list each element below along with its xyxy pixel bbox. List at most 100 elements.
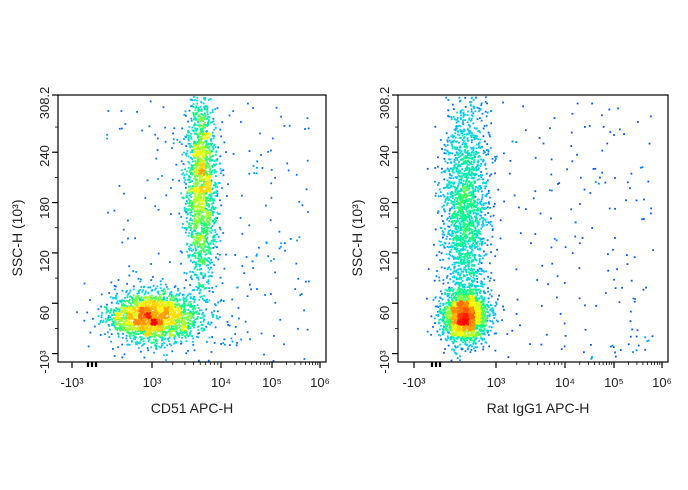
density-point (210, 173, 213, 176)
density-point (163, 354, 165, 357)
density-point (191, 126, 194, 129)
density-point (196, 99, 198, 102)
density-point (142, 343, 145, 346)
density-point (161, 321, 164, 324)
density-point (158, 334, 161, 337)
density-point (195, 265, 198, 268)
density-point (486, 310, 488, 313)
density-point (189, 259, 192, 262)
density-point (112, 348, 114, 350)
density-point (463, 296, 466, 299)
density-point (270, 182, 273, 185)
density-point (162, 298, 165, 301)
density-point (192, 149, 195, 152)
density-point (270, 196, 273, 199)
density-point (131, 328, 134, 331)
density-point (209, 241, 212, 244)
density-point (215, 191, 217, 194)
density-point (171, 325, 173, 328)
density-point (150, 326, 152, 328)
density-point (205, 196, 208, 199)
density-point (210, 197, 213, 199)
density-point (145, 297, 147, 299)
density-point (215, 219, 218, 222)
density-point (197, 255, 200, 257)
density-point (140, 286, 143, 288)
density-point (162, 305, 165, 308)
density-point (186, 150, 189, 152)
density-point (111, 322, 113, 325)
density-point (114, 323, 117, 326)
density-point (152, 300, 155, 303)
density-point (208, 248, 211, 251)
density-point (123, 311, 125, 314)
density-point (154, 326, 157, 329)
density-point (204, 221, 206, 224)
density-point (203, 123, 205, 125)
density-point (142, 305, 145, 308)
density-point (204, 182, 207, 185)
density-point (193, 142, 195, 145)
density-point (196, 159, 199, 162)
density-point (304, 128, 306, 130)
density-point (139, 336, 142, 338)
density-point (155, 304, 158, 306)
density-point (143, 333, 145, 336)
density-point (193, 209, 196, 211)
density-point (147, 299, 150, 301)
density-point (165, 305, 168, 308)
density-point (201, 148, 204, 150)
density-point (471, 319, 474, 322)
density-point (144, 311, 146, 314)
density-point (206, 132, 209, 135)
density-point (177, 308, 180, 311)
x-axis-label: CD51 APC-H (151, 400, 233, 416)
density-point (120, 317, 123, 319)
density-point (184, 336, 187, 339)
density-point (196, 242, 199, 245)
density-point (174, 302, 177, 305)
density-point (471, 329, 474, 331)
density-point (195, 242, 198, 244)
density-point (209, 247, 212, 250)
density-point (165, 359, 167, 361)
density-point (189, 135, 192, 138)
density-point (209, 121, 212, 124)
density-point (127, 300, 129, 302)
density-point (155, 323, 158, 326)
density-point (213, 171, 216, 174)
density-point (188, 249, 191, 252)
density-point (204, 215, 207, 218)
density-point (203, 287, 206, 290)
density-point (198, 309, 201, 312)
density-point (193, 215, 196, 218)
density-point (86, 311, 89, 314)
density-point (153, 332, 155, 335)
density-point (160, 300, 163, 303)
density-point (460, 298, 463, 301)
density-point (196, 168, 198, 170)
density-point (196, 175, 199, 178)
density-point (198, 283, 200, 286)
density-point (487, 305, 489, 307)
density-point (171, 308, 174, 311)
density-point (157, 298, 160, 301)
density-point (200, 172, 203, 175)
density-point (219, 128, 222, 131)
density-point (205, 225, 208, 227)
density-point (202, 275, 204, 278)
density-point (135, 271, 138, 273)
density-point (190, 117, 193, 120)
density-point (181, 127, 184, 130)
density-point (165, 286, 168, 288)
density-point (215, 153, 217, 156)
density-point (146, 325, 148, 327)
density-point (136, 311, 139, 313)
density-point (196, 197, 199, 200)
density-point (130, 311, 133, 313)
density-point (208, 186, 211, 189)
density-point (167, 321, 170, 324)
density-point (467, 346, 470, 349)
density-point (153, 351, 155, 354)
density-point (170, 187, 172, 189)
